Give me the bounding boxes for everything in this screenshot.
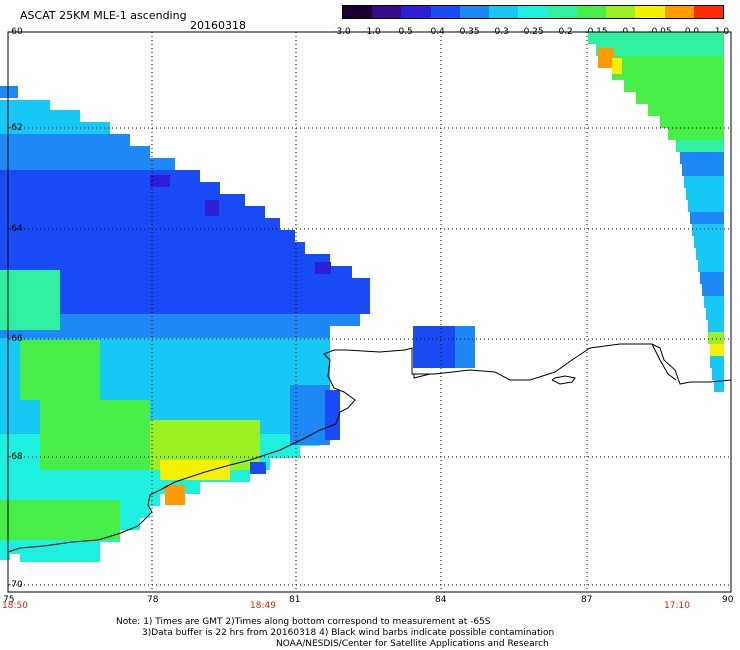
- lat-label-62: -62: [8, 123, 23, 133]
- colorbar-segment: [372, 6, 402, 18]
- lon-label-90: 90: [722, 595, 734, 605]
- map-title: ASCAT 25KM MLE-1 ascending: [20, 9, 187, 22]
- lat-label-60: -60: [8, 27, 23, 37]
- lon-label-81: 81: [289, 595, 301, 605]
- colorbar: [342, 5, 724, 19]
- time-label-1: 18:50: [2, 601, 28, 611]
- map-date: 20160318: [190, 19, 246, 32]
- lat-label-64: -64: [8, 224, 23, 234]
- coastline: [7, 343, 732, 553]
- lon-label-75: 75: [3, 595, 15, 605]
- swath-data: [0, 32, 724, 562]
- colorbar-segment: [401, 6, 431, 18]
- colorbar-segment: [518, 6, 548, 18]
- colorbar-segment: [343, 6, 373, 18]
- colorbar-segment: [459, 6, 490, 18]
- colorbar-segment: [664, 6, 694, 18]
- colorbar-segment: [606, 6, 636, 18]
- lat-lon-grid: [7, 31, 732, 593]
- colorbar-segment: [635, 6, 665, 18]
- lon-label-84: 84: [435, 595, 447, 605]
- note-line-3: NOAA/NESDIS/Center for Satellite Applica…: [276, 639, 549, 649]
- lat-label-70: -70: [8, 580, 23, 590]
- colorbar-segment: [430, 6, 460, 18]
- time-label-3: 17:10: [664, 601, 690, 611]
- colorbar-segment: [489, 6, 519, 18]
- lat-label-66: -66: [8, 334, 23, 344]
- lon-label-78: 78: [147, 595, 159, 605]
- lon-label-87: 87: [581, 595, 593, 605]
- time-label-2: 18:49: [250, 601, 276, 611]
- colorbar-segment: [576, 6, 607, 18]
- colorbar-segment: [547, 6, 577, 18]
- note-line-2: 3)Data buffer is 22 hrs from 20160318 4)…: [142, 628, 555, 638]
- note-line-1: Note: 1) Times are GMT 2)Times along bot…: [116, 617, 491, 627]
- lat-label-68: -68: [8, 452, 23, 462]
- colorbar-segment: [693, 6, 724, 18]
